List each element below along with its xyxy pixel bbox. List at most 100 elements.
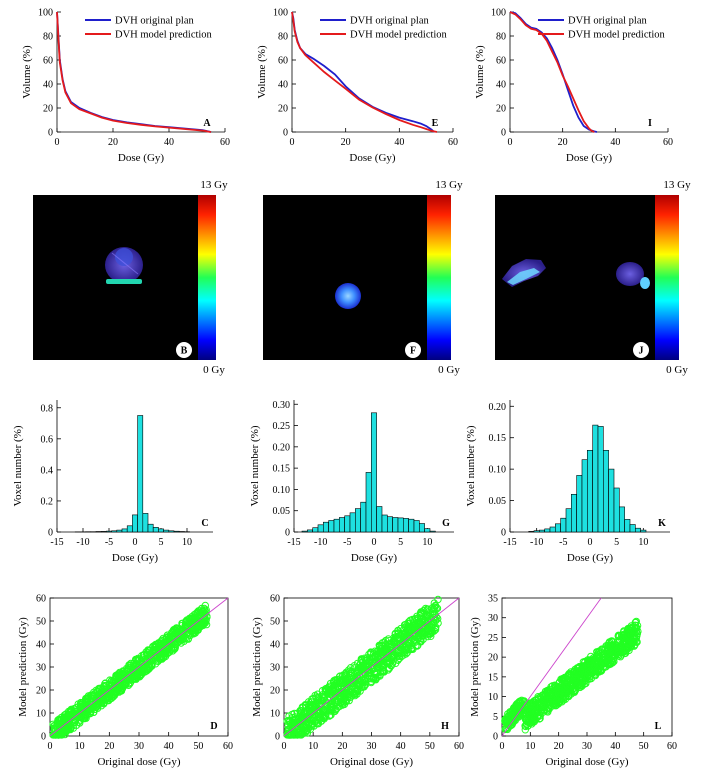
scatter-point <box>134 654 142 663</box>
y-tick-label: 0.20 <box>273 442 291 453</box>
y-tick-label: 20 <box>270 686 280 697</box>
scatter-point <box>55 731 63 739</box>
legend-entry-prediction: DVH model prediction <box>350 30 448 41</box>
histogram-bar <box>624 519 631 533</box>
x-axis-label: Original dose (Gy) <box>97 756 180 768</box>
histogram-bar <box>618 506 625 533</box>
scatter-point <box>363 665 371 673</box>
scatter-point <box>390 650 398 658</box>
y-tick-label: 0 <box>41 732 46 743</box>
scatter-point <box>432 613 441 621</box>
scatter-point <box>173 637 181 646</box>
x-tick-label: 60 <box>220 137 230 148</box>
scatter-point <box>332 677 340 685</box>
x-tick-label: 0 <box>55 137 60 148</box>
scatter-point <box>354 666 362 674</box>
y-tick-label: 50 <box>270 617 280 628</box>
identity-line <box>49 597 229 737</box>
scatter-point <box>306 702 315 710</box>
scatter-point <box>385 637 393 645</box>
scatter-point <box>327 711 335 719</box>
scatter-point <box>501 725 509 734</box>
histogram-bar <box>360 501 367 533</box>
scatter-point <box>534 693 542 701</box>
scatter-point <box>323 689 331 698</box>
scatter-point <box>372 674 380 683</box>
histogram-bar <box>549 526 556 533</box>
x-axis-label: Dose (Gy) <box>349 152 395 164</box>
scatter-point <box>411 624 420 633</box>
histogram-bar <box>306 529 313 533</box>
x-tick-label: 10 <box>182 537 192 548</box>
y-tick-label: 0.20 <box>489 402 507 413</box>
structure-blob <box>115 248 133 266</box>
x-tick-label: 30 <box>582 741 592 752</box>
x-tick-label: -15 <box>50 537 63 548</box>
panel-label: D <box>210 721 217 732</box>
x-tick-label: 0 <box>48 741 53 752</box>
y-tick-label: 0 <box>493 732 498 743</box>
scatter-point <box>127 673 136 681</box>
scatter-point <box>559 695 567 703</box>
y-tick-label: 30 <box>36 663 46 674</box>
scatter-point <box>289 731 298 739</box>
structure-blob <box>335 283 361 309</box>
scatter-point <box>385 654 394 663</box>
y-axis-label: Voxel number (%) <box>12 425 24 506</box>
scatter-point <box>424 614 432 622</box>
y-tick-label: 20 <box>488 653 498 664</box>
scatter-point <box>196 614 205 622</box>
scatter-point <box>508 711 516 720</box>
y-tick-label: 30 <box>270 663 280 674</box>
panel-label: F <box>410 346 416 357</box>
colorbar <box>198 195 216 360</box>
y-tick-label: 10 <box>36 709 46 720</box>
x-axis-label: Dose (Gy) <box>567 552 613 564</box>
scatter-point <box>340 679 349 688</box>
y-tick-label: 0.05 <box>489 496 507 507</box>
scatter-point <box>336 689 345 697</box>
panel-label: C <box>201 518 208 529</box>
dose-map-panel-b: 13 Gy 0 Gy B <box>33 179 228 376</box>
x-tick-label: 30 <box>134 741 144 752</box>
dvh-prediction-line <box>291 11 438 133</box>
y-tick-label: 0.6 <box>41 434 54 445</box>
histogram-bar <box>376 506 383 533</box>
scatter-point <box>618 632 627 640</box>
scatter-point <box>621 647 630 655</box>
scatter-point <box>428 625 436 633</box>
scatter-point <box>527 707 535 715</box>
scatter-point <box>434 595 442 604</box>
scatter-point <box>382 644 390 653</box>
scatter-point <box>88 705 96 713</box>
y-tick-label: 80 <box>496 32 506 43</box>
scatter-point <box>609 643 618 651</box>
dvh-panel-i: 0 20 40 60 0 20 40 60 80 100 Dose (Gy) Volume (%) DV… <box>474 8 673 165</box>
scatter-point <box>82 696 90 704</box>
histogram-bar <box>365 472 372 533</box>
y-tick-label: 0.05 <box>273 506 291 517</box>
colorbar-min-label: 0 Gy <box>438 364 460 376</box>
scatter-point <box>193 626 201 634</box>
scatter-point <box>144 646 152 654</box>
scatter-point <box>50 730 58 738</box>
scatter-point <box>390 653 398 661</box>
y-tick-label: 0.15 <box>273 464 291 475</box>
histogram-bar <box>597 426 604 533</box>
dose-map-panel-j: 13 Gy 0 Gy J <box>495 179 691 376</box>
y-tick-label: 80 <box>278 32 288 43</box>
scatter-point <box>86 709 94 718</box>
x-tick-label: -15 <box>503 537 516 548</box>
histogram-bar <box>538 529 545 533</box>
scatter-point <box>314 719 323 728</box>
scatter-point <box>130 662 138 671</box>
scatter-point <box>119 667 127 675</box>
histogram-bar <box>322 521 329 533</box>
scatter-point <box>187 627 195 635</box>
dose-map-image <box>263 195 427 360</box>
scatter-point <box>342 668 350 676</box>
x-tick-label: 0 <box>500 741 505 752</box>
scatter-point <box>405 638 414 646</box>
scatter-point <box>623 638 631 647</box>
